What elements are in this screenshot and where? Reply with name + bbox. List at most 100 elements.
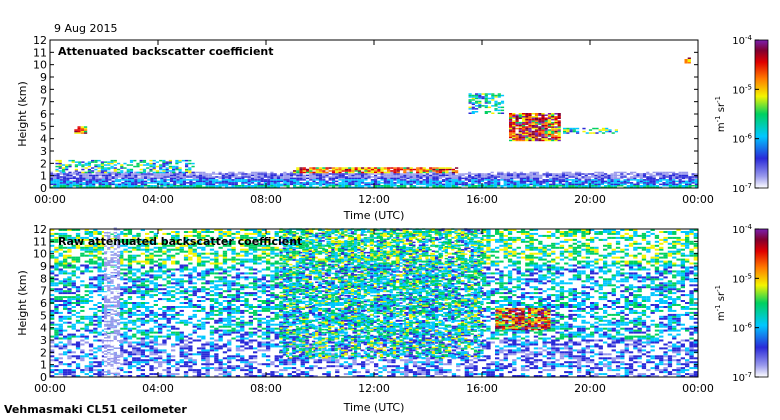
feature-thick-mid-cloud <box>541 139 545 142</box>
feature-noise-background <box>127 229 133 231</box>
feature-boundary-layer-aerosol <box>568 183 572 186</box>
feature-noise-background <box>261 375 266 377</box>
feature-noise-background <box>231 323 236 326</box>
feature-low-cloud <box>142 164 147 166</box>
feature-noise-background <box>50 288 55 291</box>
feature-noise-background <box>97 246 102 249</box>
feature-noise-background <box>50 244 55 247</box>
feature-noise-background <box>93 307 98 310</box>
feature-boundary-layer-aerosol <box>600 179 604 181</box>
feature-low-cloud <box>168 162 172 165</box>
feature-noise-background <box>58 229 63 231</box>
feature-mid-cloud <box>481 97 485 100</box>
feature-boundary-layer-aerosol <box>649 186 653 188</box>
feature-low-cloud <box>84 164 88 166</box>
feature-noise-background <box>158 329 163 332</box>
feature-boundary-layer-aerosol <box>237 173 242 175</box>
feature-boundary-layer-aerosol <box>231 185 235 187</box>
feature-boundary-layer-aerosol <box>620 177 624 180</box>
feature-noise-background <box>84 232 89 235</box>
feature-noise-background <box>266 298 271 301</box>
feature-thick-mid-cloud <box>525 129 529 131</box>
feature-boundary-layer-aerosol <box>114 173 118 175</box>
feature-noise-background <box>88 286 94 289</box>
feature-cloud-4-5-km-late <box>563 127 567 130</box>
feature-boundary-layer-aerosol <box>338 177 342 180</box>
feature-boundary-layer-aerosol <box>341 176 345 178</box>
feature-noise-background <box>119 264 124 267</box>
feature-boundary-layer-aerosol <box>124 171 128 174</box>
feature-cloud-1-2-1-6-km <box>429 170 433 172</box>
feature-noise-background <box>231 327 236 330</box>
feature-boundary-layer-aerosol <box>228 186 232 188</box>
feature-mid-cloud <box>484 105 488 107</box>
feature-boundary-layer-aerosol <box>604 185 608 187</box>
feature-boundary-layer-aerosol <box>289 179 293 181</box>
feature-noise-background <box>253 250 258 253</box>
feature-boundary-layer-aerosol <box>85 177 89 180</box>
feature-boundary-layer-aerosol <box>254 185 258 187</box>
feature-noise-background <box>196 288 202 291</box>
feature-noise-background <box>158 323 163 326</box>
feature-boundary-layer-aerosol <box>561 177 566 180</box>
feature-boundary-layer-aerosol <box>276 180 280 183</box>
feature-noise-background <box>201 323 206 326</box>
feature-noise-background <box>84 246 89 249</box>
feature-boundary-layer-aerosol <box>445 177 449 180</box>
feature-boundary-layer-aerosol <box>529 176 533 178</box>
feature-mid-cloud <box>487 102 492 104</box>
feature-boundary-layer-aerosol <box>607 177 611 180</box>
feature-noise-background <box>214 280 219 283</box>
feature-boundary-layer-aerosol <box>338 173 342 175</box>
feature-boundary-layer-aerosol <box>659 179 663 181</box>
feature-noise-background <box>218 288 223 291</box>
feature-noise-background <box>266 284 271 287</box>
feature-boundary-layer-aerosol <box>464 176 468 178</box>
feature-noise-background <box>145 329 150 332</box>
feature-noise-background <box>140 274 145 277</box>
feature-noise-background <box>244 292 249 295</box>
feature-noise-background <box>166 300 171 302</box>
feature-noise-background <box>110 232 115 235</box>
feature-noise-background <box>140 321 145 324</box>
feature-boundary-layer-aerosol <box>665 182 669 184</box>
feature-noise-background <box>93 254 98 257</box>
feature-cloud-4-5-km <box>77 127 81 130</box>
feature-boundary-layer-aerosol <box>587 185 591 187</box>
feature-noise-background <box>162 288 167 291</box>
feature-noise-background <box>58 236 63 239</box>
feature-boundary-layer-aerosol <box>348 185 352 187</box>
feature-noise-background <box>244 321 249 324</box>
feature-boundary-layer-aerosol <box>409 183 413 186</box>
feature-noise-background <box>140 296 145 299</box>
feature-boundary-layer-aerosol <box>403 177 407 180</box>
feature-boundary-layer-aerosol <box>114 183 118 186</box>
feature-boundary-layer-aerosol <box>600 182 604 184</box>
feature-noise-background <box>58 260 63 263</box>
feature-noise-background <box>132 319 137 322</box>
feature-boundary-layer-aerosol <box>458 180 462 183</box>
feature-noise-background <box>162 264 167 267</box>
feature-low-cloud <box>162 168 166 171</box>
feature-noise-background <box>136 367 141 370</box>
feature-boundary-layer-aerosol <box>396 186 400 188</box>
feature-noise-background <box>127 242 133 245</box>
feature-noise-background <box>196 260 202 263</box>
feature-noise-background <box>248 268 253 271</box>
feature-boundary-layer-aerosol <box>678 180 682 183</box>
feature-boundary-layer-aerosol <box>448 174 452 177</box>
feature-noise-background <box>158 355 163 358</box>
feature-boundary-layer-aerosol <box>409 186 413 188</box>
feature-noise-background <box>127 367 133 370</box>
feature-boundary-layer-aerosol <box>399 182 404 184</box>
feature-boundary-layer-aerosol <box>383 186 387 188</box>
feature-boundary-layer-aerosol <box>396 177 400 180</box>
feature-noise-background <box>235 331 241 334</box>
feature-low-cloud <box>65 168 69 171</box>
feature-noise-background <box>119 250 124 253</box>
feature-noise-background <box>205 256 210 259</box>
feature-noise-background <box>97 232 102 235</box>
feature-noise-background <box>244 369 249 372</box>
feature-noise-background <box>201 353 206 356</box>
feature-noise-background <box>261 229 266 231</box>
